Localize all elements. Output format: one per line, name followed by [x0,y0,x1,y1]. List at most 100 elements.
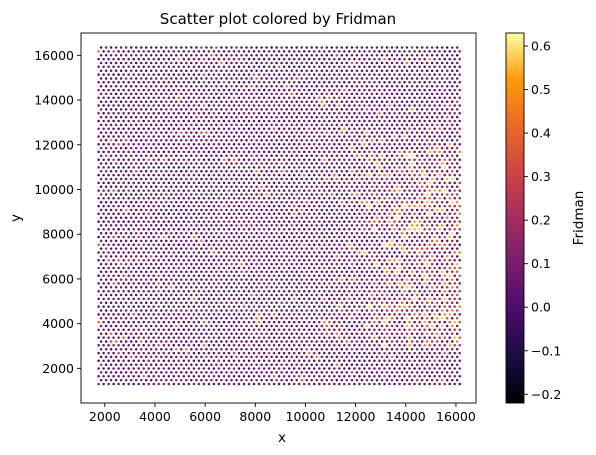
scatter-point [182,243,186,247]
scatter-point [97,266,100,270]
scatter-point [420,286,424,289]
scatter-point [137,336,140,339]
scatter-point [127,173,130,177]
scatter-point [435,316,439,320]
scatter-point [425,239,429,243]
scatter-point [300,185,303,188]
scatter-point [307,228,311,231]
scatter-point [388,119,391,123]
scatter-point [197,220,201,223]
scatter-point [315,316,318,320]
scatter-point [383,351,386,355]
scatter-point [134,185,138,188]
scatter-point [260,123,263,127]
scatter-point [448,282,451,285]
scatter-point [418,297,421,301]
scatter-point [373,228,376,231]
scatter-point [222,228,226,231]
scatter-point [237,220,241,223]
scatter-point [355,200,359,204]
scatter-point [265,309,268,312]
scatter-point [418,258,421,262]
scatter-point [433,235,436,239]
scatter-point [358,367,361,370]
scatter-point [210,247,213,250]
scatter-point [112,119,115,123]
scatter-point [240,355,243,359]
scatter-point [267,375,271,378]
scatter-point [97,282,100,285]
scatter-point [338,313,341,316]
scatter-point [190,216,193,219]
scatter-point [235,170,238,173]
scatter-point [112,344,115,347]
scatter-point [207,119,211,123]
scatter-point [430,340,434,343]
scatter-point [393,313,396,316]
scatter-point [242,189,246,192]
scatter-point [172,344,176,347]
scatter-point [373,320,376,324]
scatter-point [147,367,150,370]
scatter-point [287,181,291,185]
scatter-point [370,170,374,173]
scatter-point [260,355,263,359]
scatter-point [275,216,278,219]
scatter-point [217,228,221,231]
scatter-point [132,135,135,138]
scatter-point [220,286,223,289]
scatter-point [287,142,291,146]
scatter-point [112,258,115,262]
scatter-point [292,220,296,223]
scatter-point [152,119,155,123]
scatter-point [290,200,293,204]
scatter-point [415,216,419,219]
scatter-point [400,177,404,181]
scatter-point [235,231,238,235]
scatter-point [398,351,401,355]
scatter-point [177,166,181,169]
scatter-point [240,170,243,173]
scatter-point [408,258,411,262]
scatter-point [144,301,148,305]
scatter-point [453,305,456,308]
scatter-point [353,150,356,154]
scatter-point [112,220,115,223]
scatter-point [385,208,389,212]
scatter-point [134,347,138,351]
scatter-point [370,239,374,243]
scatter-point [107,328,110,332]
scatter-point [393,135,396,138]
scatter-point [420,208,424,212]
scatter-point [182,127,186,130]
scatter-point [122,197,125,200]
scatter-point [345,193,349,196]
scatter-point [112,297,115,301]
scatter-point [277,266,281,270]
scatter-point [423,266,426,270]
scatter-point [114,162,118,165]
scatter-point [280,162,283,165]
scatter-point [205,316,208,320]
scatter-point [220,301,223,305]
scatter-point [117,212,120,216]
scatter-point [167,289,171,293]
scatter-point [215,278,218,281]
scatter-point [102,313,105,316]
scatter-point [300,371,303,374]
scatter-point [355,216,359,219]
scatter-point [142,235,145,239]
scatter-point [237,305,241,308]
scatter-point [177,282,181,285]
scatter-point [330,224,334,227]
scatter-point [297,344,301,347]
scatter-point [147,258,150,262]
scatter-point [393,375,396,378]
scatter-point [398,220,401,223]
scatter-point [358,150,361,154]
scatter-point [338,375,341,378]
scatter-point [395,255,399,258]
scatter-point [435,162,439,165]
scatter-point [170,177,173,181]
